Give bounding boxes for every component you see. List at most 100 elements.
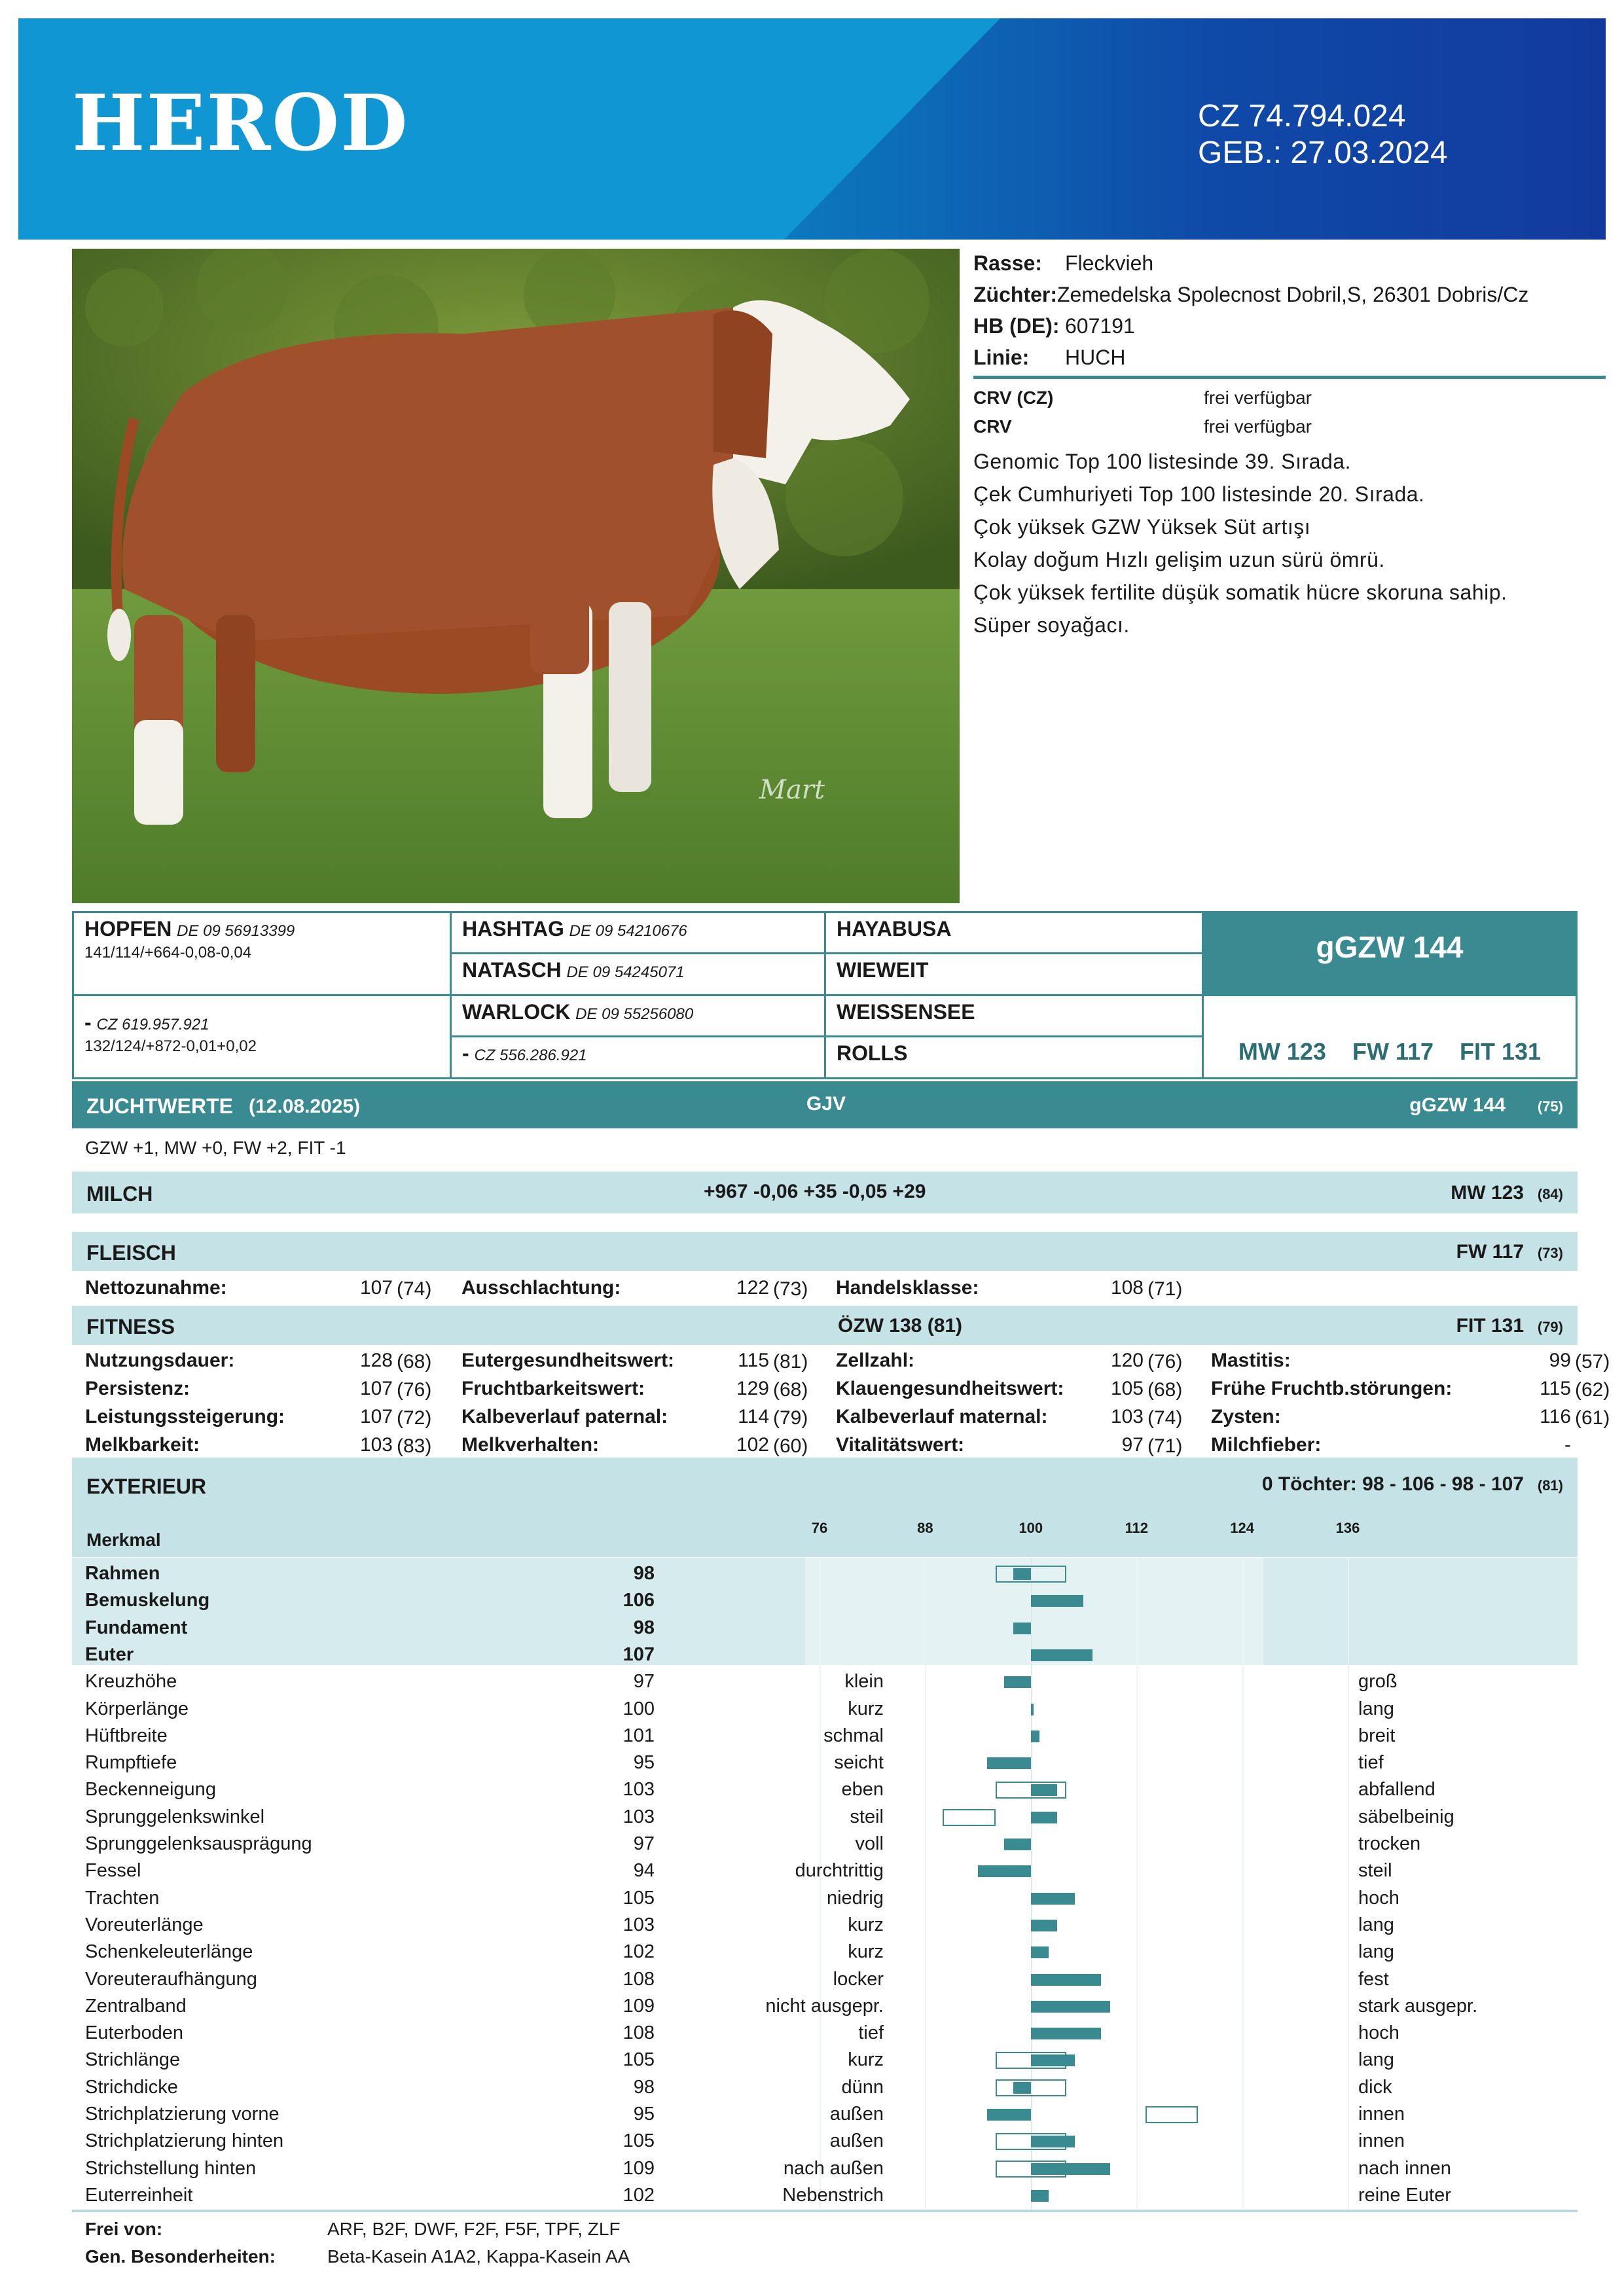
fitness-item-label: Milchfieber:: [1211, 1434, 1322, 1456]
trait-row: Rahmen 98: [85, 1560, 1578, 1587]
trait-value: 103: [623, 1806, 655, 1827]
trait-high-label: hoch: [1358, 2022, 1399, 2044]
note-line: Genomic Top 100 listesinde 39. Sırada.: [973, 450, 1351, 473]
dds-name: ROLLS: [837, 1041, 908, 1065]
daughter-bar: [996, 2160, 1066, 2178]
trait-row: Beckenneigung 103 eben abfallend: [85, 1776, 1578, 1803]
fitness-item-label: Melkbarkeit:: [85, 1434, 200, 1456]
sire-values: 141/114/+664-0,08-0,04: [84, 944, 252, 961]
trait-bar: [1030, 2162, 1110, 2175]
trait-name: Sprunggelenkswinkel: [85, 1806, 265, 1827]
fitness-item-rel: (68): [773, 1379, 808, 1401]
main-traits-band: [72, 1558, 1578, 1665]
trait-bar: [1013, 2081, 1031, 2094]
gjv-label: GJV: [806, 1093, 846, 1115]
bull-id: CZ 74.794.024: [1198, 99, 1406, 134]
trait-bar: [1030, 1649, 1092, 1661]
zuchtwerte-band: ZUCHTWERTE (12.08.2025) GJV gGZW 144 (75…: [72, 1081, 1578, 1128]
milch-mw: MW 123: [1451, 1182, 1524, 1204]
scale-tick-label: 88: [917, 1520, 933, 1536]
trait-high-label: abfallend: [1358, 1779, 1435, 1801]
trait-value: 100: [623, 1698, 655, 1719]
trait-bar: [1030, 2028, 1102, 2040]
trait-bar: [978, 1865, 1031, 1878]
trait-row: Körperlänge 100 kurz lang: [85, 1696, 1578, 1723]
trait-value: 94: [633, 1860, 655, 1882]
trait-high-label: lang: [1358, 1698, 1394, 1719]
fitness-item-label: Persistenz:: [85, 1378, 190, 1399]
linie-value: HUCH: [1065, 346, 1126, 369]
trait-row: Strichplatzierung hinten 105 außen innen: [85, 2128, 1578, 2155]
trait-value: 103: [623, 1779, 655, 1801]
sd-id: DE 09 54245071: [566, 963, 685, 981]
trait-name: Voreuterlänge: [85, 1914, 204, 1935]
dd-id: CZ 556.286.921: [474, 1047, 587, 1064]
trait-value: 102: [623, 2184, 655, 2206]
fitness-item-value: -: [1564, 1434, 1571, 1456]
fleisch-item-value: 108: [1110, 1277, 1144, 1299]
pedigree-dss: WEISSENSEE: [824, 994, 1204, 1037]
trait-value: 107: [623, 1643, 655, 1665]
trait-value: 105: [623, 2049, 655, 2071]
fitness-item-value: 115: [738, 1350, 769, 1371]
trait-bar: [1004, 1839, 1031, 1850]
trait-row: Voreuteraufhängung 108 locker fest: [85, 1966, 1578, 1993]
scale-tick-label: 124: [1230, 1520, 1254, 1536]
trait-bar: [1030, 2054, 1075, 2067]
milch-label: MILCH: [86, 1182, 153, 1206]
trait-name: Bemuskelung: [85, 1590, 210, 1611]
fleisch-item-label: Handelsklasse:: [836, 1277, 979, 1299]
trait-value: 97: [633, 1671, 655, 1693]
trait-name: Rumpftiefe: [85, 1752, 177, 1774]
trait-low-label: kurz: [848, 1941, 884, 1963]
gridline: [1136, 1558, 1138, 2209]
trait-bar: [1030, 1919, 1058, 1931]
trait-bar: [1030, 2189, 1049, 2202]
daughter-bar: [996, 1782, 1066, 1799]
trait-low-label: nach außen: [783, 2157, 884, 2179]
ss-name: HASHTAG: [462, 917, 564, 941]
fitness-item-rel: (81): [773, 1351, 808, 1372]
trait-bar: [1013, 1568, 1031, 1580]
trait-value: 103: [623, 1914, 655, 1935]
linie-label: Linie:: [973, 346, 1030, 369]
fitness-item-rel: (76): [397, 1379, 432, 1401]
fleisch-band: FLEISCH FW 117 (73): [72, 1232, 1578, 1271]
fitness-item-value: 107: [359, 1406, 393, 1427]
trait-name: Sprunggelenksausprägung: [85, 1833, 312, 1854]
trait-name: Körperlänge: [85, 1698, 189, 1719]
trait-low-label: dünn: [841, 2076, 884, 2098]
trait-row: Sprunggelenkswinkel 103 steil säbelbeinig: [85, 1804, 1578, 1831]
trait-row: Strichstellung hinten 109 nach außen nach i…: [85, 2155, 1578, 2182]
ds-id: DE 09 55256080: [575, 1005, 694, 1023]
trait-name: Kreuzhöhe: [85, 1671, 177, 1693]
gzw-line: GZW +1, MW +0, FW +2, FIT -1: [85, 1138, 346, 1158]
note-line: Çok yüksek fertilite düşük somatik hücre…: [973, 581, 1507, 604]
fitness-item-value: 115: [1540, 1378, 1571, 1399]
trait-high-label: tief: [1358, 1752, 1384, 1774]
trait-row: Euterboden 108 tief hoch: [85, 2020, 1578, 2047]
daughter-bar: [996, 1566, 1066, 1583]
fleisch-fw-rel: (73): [1537, 1245, 1563, 1261]
trait-row: Trachten 105 niedrig hoch: [85, 1885, 1578, 1912]
trait-name: Strichdicke: [85, 2076, 178, 2098]
milch-mw-rel: (84): [1537, 1186, 1563, 1202]
sd-name: NATASCH: [462, 958, 562, 982]
daughter-bar: [996, 2079, 1066, 2096]
fitness-band: FITNESS ÖZW 138 (81) FIT 131 (79): [72, 1306, 1578, 1345]
fleisch-item-rel: (73): [773, 1278, 808, 1300]
trait-bar: [1013, 1622, 1031, 1634]
fitness-item-label: Zellzahl:: [836, 1350, 915, 1371]
trait-value: 101: [623, 1725, 655, 1746]
fleisch-item-rel: (71): [1147, 1278, 1183, 1300]
birth-date: GEB.: 27.03.2024: [1198, 135, 1448, 170]
trait-high-label: hoch: [1358, 1887, 1399, 1909]
pedigree-ds: WARLOCK DE 09 55256080: [450, 994, 826, 1037]
trait-bar: [1030, 1811, 1058, 1823]
fitness-item-value: 99: [1549, 1350, 1571, 1371]
fitness-item-value: 128: [359, 1350, 393, 1371]
trait-high-label: groß: [1358, 1671, 1398, 1693]
scale-tick-label: 100: [1019, 1520, 1043, 1536]
fitness-item-rel: (76): [1147, 1351, 1183, 1372]
fitness-item-rel: (71): [1147, 1435, 1183, 1457]
